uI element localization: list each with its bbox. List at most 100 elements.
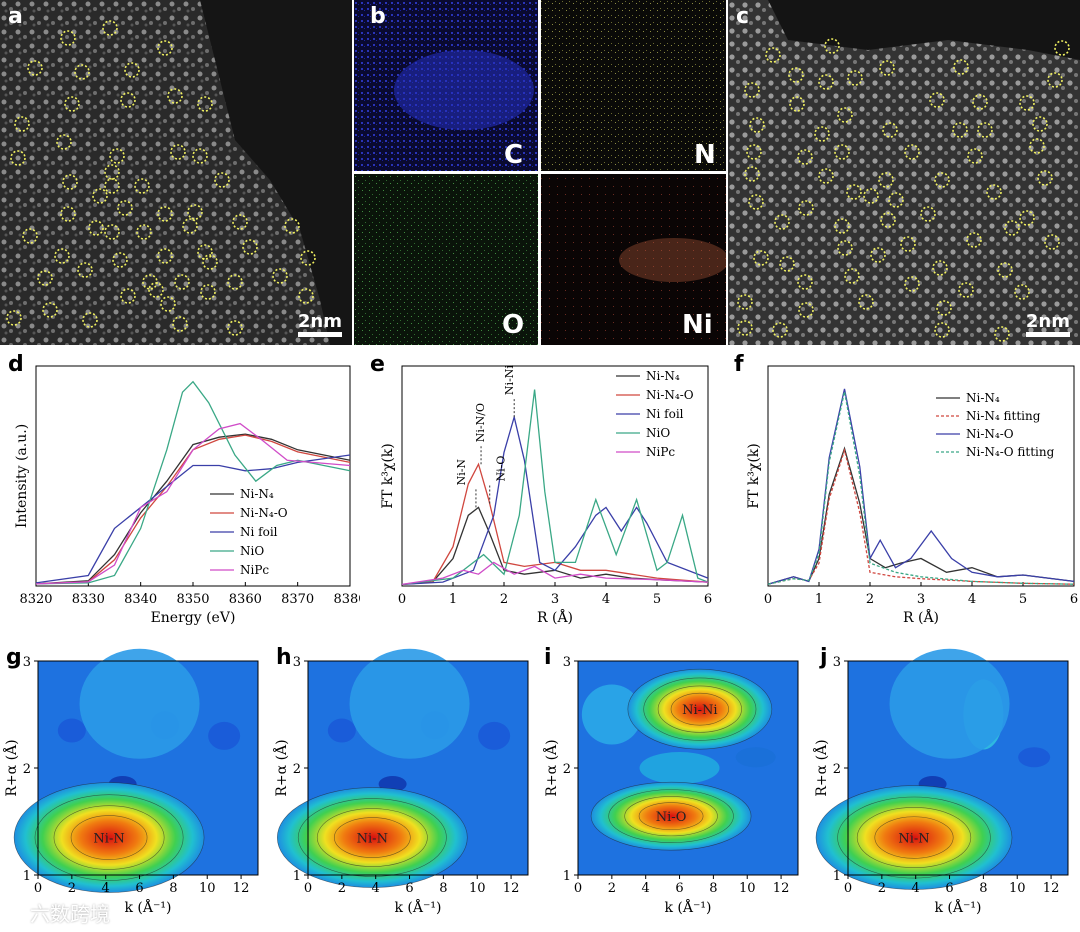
y-tick-label: 2 — [563, 762, 571, 777]
x-tick-label: 0 — [764, 592, 772, 607]
contour-line — [874, 816, 954, 859]
wavelet-lobe — [889, 648, 1010, 759]
wavelet-peak — [816, 785, 1012, 890]
series-line-0 — [767, 446, 1075, 585]
stem-image-c — [728, 0, 1080, 345]
chart-e-svg: 0 1 2 3 4 5 6 R (Å) FT k³χ(k) Ni-N₄ Ni-N₄-O Ni foil… — [380, 365, 712, 626]
atom-marker — [904, 144, 920, 160]
x-tick-label: 12 — [503, 881, 520, 896]
x-axis-label: R (Å) — [537, 608, 573, 626]
atom-marker — [74, 64, 90, 80]
contour-line — [837, 796, 991, 879]
atom-marker — [837, 107, 853, 123]
series-line-1 — [401, 462, 709, 586]
x-tick-label: 8320 — [19, 592, 52, 607]
atom-marker — [232, 214, 248, 230]
wavelet-lobe — [639, 752, 720, 784]
x-tick-label: 3 — [917, 592, 925, 607]
panel-label-e: e — [370, 352, 385, 377]
atom-marker — [77, 262, 93, 278]
atom-marker — [863, 188, 879, 204]
peak-label: Ni-N — [357, 832, 388, 847]
atom-marker — [142, 274, 158, 290]
x-axis-label: R (Å) — [903, 608, 939, 626]
y-tick-label: 1 — [833, 869, 841, 884]
x-tick-label: 10 — [469, 881, 486, 896]
x-axis-label: k (Å⁻¹) — [395, 898, 442, 916]
x-tick-label: 4 — [968, 592, 976, 607]
atom-marker — [82, 312, 98, 328]
atom-marker — [42, 302, 58, 318]
x-tick-label: 4 — [372, 881, 380, 896]
atom-marker — [134, 178, 150, 194]
atom-marker — [744, 82, 760, 98]
atom-marker — [934, 172, 950, 188]
x-tick-label: 8350 — [176, 592, 209, 607]
peak-label: Ni-O — [656, 810, 687, 825]
x-tick-label: 12 — [773, 881, 790, 896]
legend-label: Ni foil — [646, 407, 684, 421]
x-axis-label: k (Å⁻¹) — [935, 898, 982, 916]
atom-marker — [1014, 284, 1030, 300]
y-axis-label: R+α (Å) — [812, 739, 830, 796]
atom-marker — [900, 236, 916, 252]
atom-marker — [14, 116, 30, 132]
contour-line — [316, 808, 428, 867]
y-axis-label: R+α (Å) — [2, 739, 20, 796]
atom-marker — [88, 220, 104, 236]
panel-label-f: f — [734, 352, 744, 377]
atom-marker — [300, 250, 316, 266]
atom-marker — [1047, 72, 1063, 88]
x-tick-label: 2 — [608, 881, 616, 896]
x-tick-label: 0 — [304, 881, 312, 896]
peak-label: Ni-Ni — [682, 703, 717, 718]
x-tick-label: 6 — [1070, 592, 1078, 607]
atom-marker — [27, 60, 43, 76]
atom-marker — [120, 288, 136, 304]
x-tick-label: 8 — [439, 881, 447, 896]
atom-marker — [977, 122, 993, 138]
x-tick-label: 8370 — [281, 592, 314, 607]
contour-line — [670, 692, 729, 726]
atom-marker — [888, 192, 904, 208]
atom-marker — [298, 288, 314, 304]
y-tick-label: 3 — [833, 655, 841, 670]
wavelet-lobe — [478, 721, 511, 750]
atom-marker — [818, 74, 834, 90]
atom-marker — [109, 148, 125, 164]
atom-marker — [788, 67, 804, 83]
atom-marker — [844, 268, 860, 284]
atom-marker — [952, 122, 968, 138]
legend-label: Ni-N₄ — [966, 391, 1000, 405]
series-line-3 — [767, 391, 1075, 585]
atom-marker — [136, 224, 152, 240]
atom-marker — [818, 168, 834, 184]
x-tick-label: 2 — [500, 592, 508, 607]
wavelet-peak — [277, 787, 468, 888]
legend-label: NiO — [240, 544, 264, 558]
atom-marker — [972, 94, 988, 110]
x-tick-label: 10 — [739, 881, 756, 896]
x-tick-label: 1 — [449, 592, 457, 607]
atom-marker — [192, 148, 208, 164]
x-tick-label: 8360 — [229, 592, 262, 607]
atom-marker — [748, 194, 764, 210]
atom-marker — [10, 150, 26, 166]
panel-d-xanes-chart: 8320 8330 8340 8350 8360 8370 8380 Energy (eV) I… — [0, 350, 367, 640]
atom-marker — [774, 214, 790, 230]
atom-marker — [966, 232, 982, 248]
scale-bar-label-c: 2nm — [1025, 311, 1070, 332]
panel-label-d: d — [8, 352, 24, 377]
annotation-label: Ni-O — [495, 456, 508, 482]
atom-marker — [124, 62, 140, 78]
x-tick-label: 6 — [704, 592, 712, 607]
atom-marker — [1004, 220, 1020, 236]
panel-i-wavelet: Ni-Ni 0 2 4 6 8 10 12 1 2 3 k (Å⁻¹) R+α (Å) Ni-O i — [540, 645, 810, 928]
contour-line — [297, 798, 447, 877]
y-axis-label: FT k³χ(k) — [380, 443, 396, 509]
atom-marker — [1019, 210, 1035, 226]
series-line-0 — [35, 433, 351, 585]
atom-marker — [779, 256, 795, 272]
wavelet-peak — [591, 782, 752, 851]
